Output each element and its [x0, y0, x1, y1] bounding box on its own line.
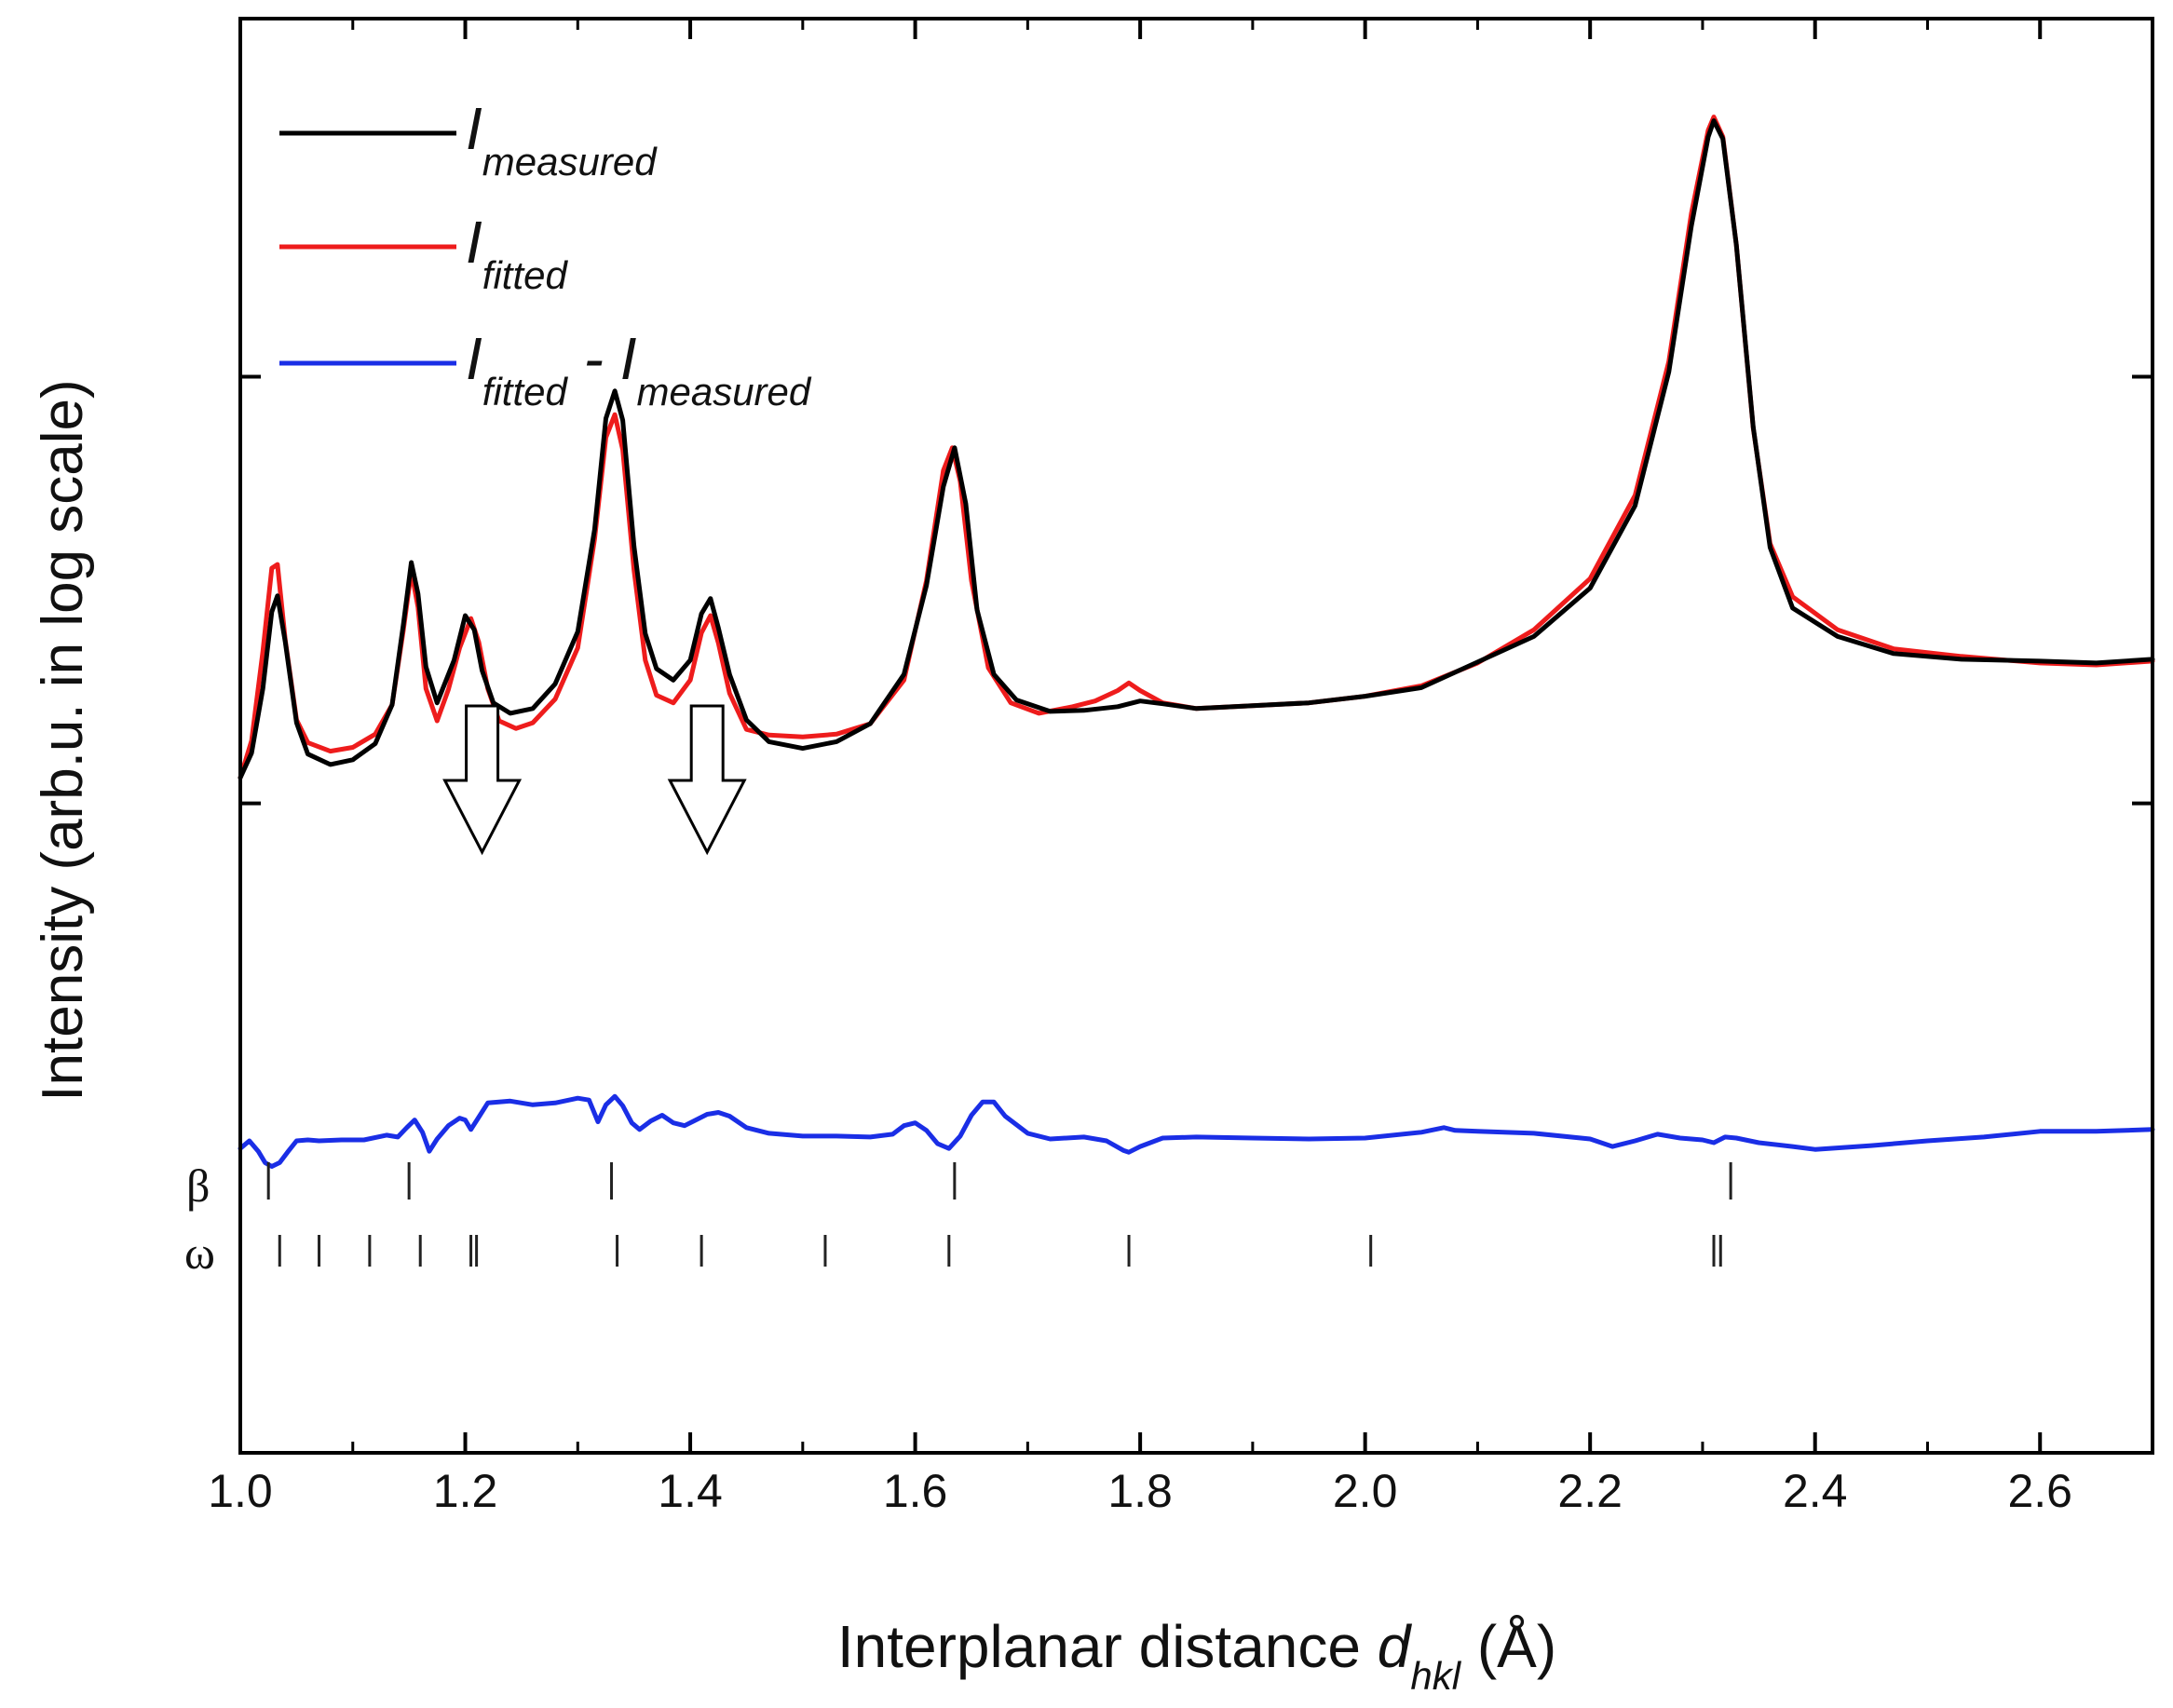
- legend-label-difference: Ifitted - Imeasured: [466, 325, 812, 413]
- legend: Imeasured Ifitted Ifitted - Imeasured: [279, 95, 812, 413]
- x-tick-label: 2.0: [1333, 1465, 1398, 1517]
- x-tick-label: 1.0: [208, 1465, 273, 1517]
- legend-label-measured: Imeasured: [466, 95, 658, 183]
- down-arrow-annotation: [667, 704, 747, 856]
- x-tick-label: 1.8: [1107, 1465, 1173, 1517]
- series-difference-line: [238, 1093, 2155, 1169]
- y-axis-title: Intensity (arb.u. in log scale): [31, 379, 95, 1101]
- x-tick-label: 2.2: [1557, 1465, 1623, 1517]
- x-tick-label: 1.2: [433, 1465, 498, 1517]
- x-tick-label: 2.4: [1783, 1465, 1848, 1517]
- series-measured-line: [238, 118, 2155, 780]
- legend-label-fitted: Ifitted: [466, 209, 568, 297]
- phase-label-omega: ω: [184, 1227, 215, 1279]
- plot-frame: [238, 17, 2154, 1455]
- x-axis-title: Interplanar distance dhkl (Å): [837, 1613, 1556, 1698]
- x-tick-label: 2.6: [2007, 1465, 2072, 1517]
- x-tick-label: 1.4: [658, 1465, 723, 1517]
- phase-label-beta: β: [186, 1159, 210, 1212]
- x-tick-label: 1.6: [883, 1465, 948, 1517]
- down-arrow-annotation: [442, 704, 523, 856]
